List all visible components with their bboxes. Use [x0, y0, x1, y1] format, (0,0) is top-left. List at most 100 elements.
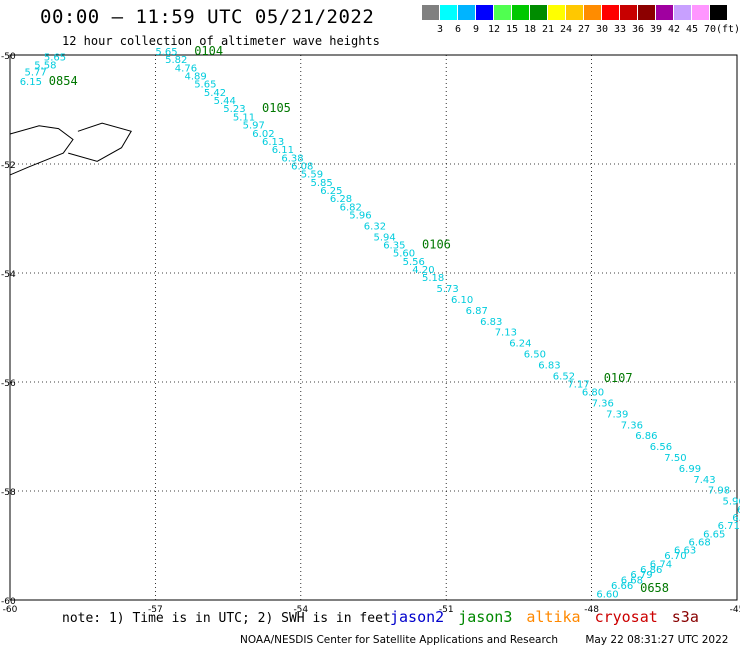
wave-height-label: 6.52 — [553, 371, 575, 382]
lon-tick-label: -57 — [148, 605, 163, 615]
wave-height-label: 5.42 — [204, 88, 226, 99]
wave-height-label: 7.17 — [567, 380, 589, 391]
wave-height-label: 7.43 — [693, 475, 715, 486]
wave-height-label: 6.79 — [630, 570, 652, 581]
wave-height-label: 6.86 — [640, 565, 662, 576]
pass-time-label: 0105 — [262, 101, 291, 115]
scale-swatch — [674, 5, 691, 20]
scale-label: 39 — [649, 24, 663, 35]
scale-swatch — [440, 5, 457, 20]
lat-tick-label: -54 — [1, 270, 16, 280]
wave-height-label: 4.89 — [185, 72, 207, 83]
wave-height-label: 6.71 — [718, 521, 740, 532]
wave-height-label: 6.63 — [674, 546, 696, 557]
wave-height-label: 6.50 — [524, 350, 546, 361]
scale-unit: (ft) — [716, 24, 740, 35]
wave-height-label: 6.66 — [611, 581, 633, 592]
wave-height-label: 6.82 — [340, 202, 362, 213]
land-outlines — [9, 122, 132, 176]
wave-height-label: 6.13 — [262, 137, 284, 148]
wave-height-label: 5.96 — [349, 211, 371, 222]
axis-ticks: -60 -57 -54 -51 -48 -45 -50 -52 -54 -56 -58 -60 — [1, 52, 740, 615]
scale-label: 45 — [685, 24, 699, 35]
lon-tick-label: -51 — [439, 605, 454, 615]
wave-height-label: 7.13 — [495, 328, 517, 339]
wave-height-label: 6.8 — [737, 505, 740, 516]
lon-tick-label: -60 — [3, 605, 18, 615]
lon-tick-label: -48 — [584, 605, 599, 615]
wave-height-label: 7.39 — [606, 409, 628, 420]
scale-swatch — [602, 5, 619, 20]
scale-label: 30 — [595, 24, 609, 35]
wave-height-label: 5.97 — [243, 121, 265, 132]
lat-tick-label: -52 — [1, 161, 16, 171]
scale-label: 27 — [577, 24, 591, 35]
satellite-jason2: jason2 — [390, 608, 445, 626]
scale-label: 70 — [703, 24, 717, 35]
satellite-jason3: jason3 — [458, 608, 513, 626]
wave-height-label: 5.65 — [155, 47, 177, 58]
scale-swatch — [620, 5, 637, 20]
wave-height-label: 6.24 — [509, 339, 531, 350]
land-outline-falklands-west — [9, 125, 74, 176]
wave-height-label: 6.38 — [281, 153, 303, 164]
wave-height-label: 6.74 — [650, 559, 672, 570]
wave-height-label: 5.96 — [723, 497, 740, 508]
wave-height-label: 5.85 — [311, 178, 333, 189]
scale-label: 36 — [631, 24, 645, 35]
satellite-legend: jason2 jason3 altika cryosat s3a — [390, 608, 699, 626]
pass-time-label: 0106 — [422, 238, 451, 252]
wave-height-label: 6.87 — [466, 306, 488, 317]
wave-height-label: 5.65 — [44, 53, 66, 64]
wave-height-label: 5.94 — [374, 232, 396, 243]
wave-height-label: 6.32 — [364, 221, 386, 232]
wave-height-label: 4.76 — [175, 63, 197, 74]
wave-height-label: 6.10 — [451, 295, 473, 306]
wave-height-label: 5.44 — [214, 96, 236, 107]
scale-swatch — [422, 5, 439, 20]
wave-height-label: 5.82 — [165, 55, 187, 66]
scale-swatch — [692, 5, 709, 20]
scale-label: 15 — [505, 24, 519, 35]
scale-swatch — [476, 5, 493, 20]
credit-line: NOAA/NESDIS Center for Satellite Applica… — [240, 634, 728, 646]
grid-lines — [9, 54, 738, 601]
wave-height-label: 6.83 — [480, 317, 502, 328]
satellite-cryosat: cryosat — [594, 608, 658, 626]
lat-tick-label: -60 — [1, 597, 16, 607]
wave-height-label: 6.83 — [538, 360, 560, 371]
wave-height-label: 7.36 — [621, 420, 643, 431]
scale-label: 9 — [472, 24, 480, 35]
scale-swatch — [656, 5, 673, 20]
scale-swatch — [584, 5, 601, 20]
wave-height-label: 6.11 — [272, 145, 294, 156]
note-text: note: 1) Time is in UTC; 2) SWH is in fe… — [62, 611, 391, 626]
wave-height-label: 6.60 — [596, 589, 618, 600]
page-title: 00:00 – 11:59 UTC 05/21/2022 — [40, 6, 375, 28]
wave-height-label: 6.02 — [252, 129, 274, 140]
page-subtitle: 12 hour collection of altimeter wave hei… — [62, 34, 380, 48]
wave-height-label: 7.50 — [664, 453, 686, 464]
scale-label: 42 — [667, 24, 681, 35]
pass-time-label: 0104 — [194, 44, 223, 58]
scale-swatch — [494, 5, 511, 20]
lat-tick-label: -50 — [1, 52, 16, 62]
scale-label: 21 — [541, 24, 555, 35]
scale-swatch — [548, 5, 565, 20]
wave-height-label: 6.15 — [20, 77, 42, 88]
pass-time-label: 0107 — [604, 371, 633, 385]
wave-height-label: 6.9 — [732, 513, 740, 524]
wave-height-label: 5.77 — [25, 68, 47, 79]
scale-swatch — [566, 5, 583, 20]
wave-height-label: 6.86 — [635, 431, 657, 442]
lat-tick-label: -56 — [1, 379, 16, 389]
scale-swatch — [512, 5, 529, 20]
scale-label: 12 — [487, 24, 501, 35]
credit-text: NOAA/NESDIS Center for Satellite Applica… — [240, 634, 558, 646]
wave-height-label: 6.28 — [330, 194, 352, 205]
scale-label: 3 — [436, 24, 444, 35]
wave-height-label: 5.11 — [233, 112, 255, 123]
wave-height-label: 5.56 — [403, 257, 425, 268]
wave-height-label: 6.68 — [621, 576, 643, 587]
